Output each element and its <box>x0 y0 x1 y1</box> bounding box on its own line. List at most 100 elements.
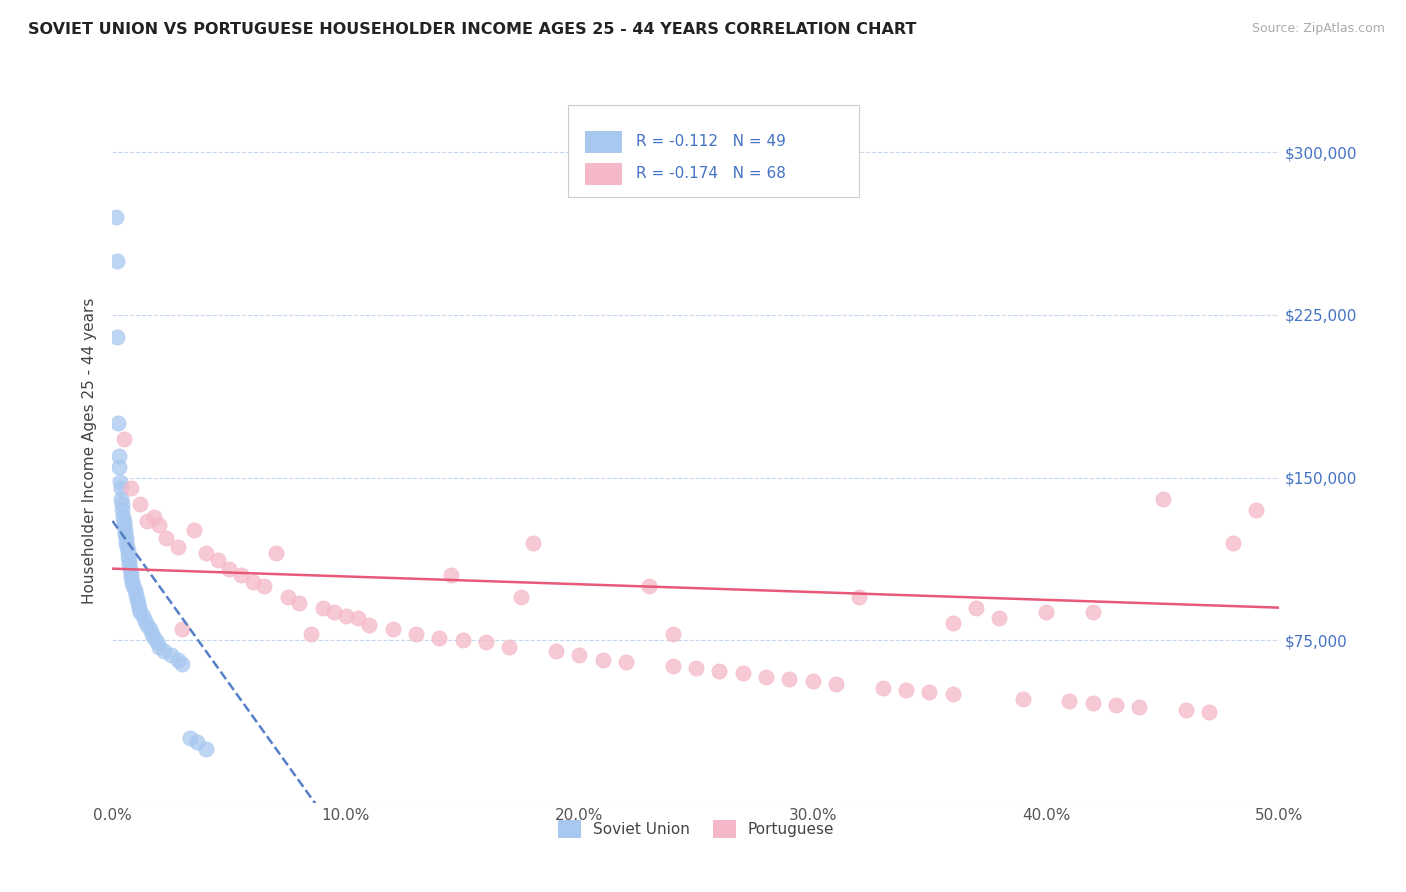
Point <box>592 653 614 667</box>
Point <box>218 561 240 575</box>
Point <box>115 540 138 554</box>
Point <box>118 561 141 575</box>
Point <box>242 574 264 589</box>
Point <box>118 553 141 567</box>
Point <box>172 657 194 671</box>
Point <box>872 681 894 695</box>
Point <box>194 546 217 560</box>
Point <box>942 615 965 630</box>
Point <box>709 664 731 678</box>
Point <box>111 509 134 524</box>
Point <box>346 611 368 625</box>
Point <box>755 670 778 684</box>
Point <box>183 523 205 537</box>
Point <box>117 544 139 558</box>
Point <box>942 687 965 701</box>
Point <box>311 600 333 615</box>
Point <box>128 600 150 615</box>
Point <box>141 626 163 640</box>
FancyBboxPatch shape <box>568 105 859 197</box>
Point <box>136 514 159 528</box>
Point <box>186 735 208 749</box>
Point <box>1198 705 1220 719</box>
Point <box>1244 503 1267 517</box>
Point <box>207 553 229 567</box>
Point <box>475 635 498 649</box>
Point <box>825 676 848 690</box>
Point <box>522 535 544 549</box>
Point <box>115 531 138 545</box>
Point <box>614 655 637 669</box>
Point <box>143 631 166 645</box>
Point <box>117 549 139 563</box>
FancyBboxPatch shape <box>585 162 623 186</box>
Point <box>1152 492 1174 507</box>
Point <box>918 685 941 699</box>
Point <box>179 731 201 745</box>
Point <box>127 596 149 610</box>
Point <box>125 588 148 602</box>
Point <box>112 514 135 528</box>
Point <box>1035 605 1057 619</box>
Point <box>104 211 127 225</box>
Point <box>108 475 131 489</box>
Point <box>120 570 142 584</box>
Point <box>110 482 132 496</box>
Point <box>264 546 287 560</box>
Point <box>894 683 917 698</box>
Point <box>638 579 661 593</box>
Point <box>323 605 346 619</box>
Point <box>451 633 474 648</box>
Point <box>155 531 177 545</box>
Point <box>114 527 136 541</box>
Point <box>139 623 162 637</box>
Point <box>988 611 1011 625</box>
Text: Source: ZipAtlas.com: Source: ZipAtlas.com <box>1251 22 1385 36</box>
Point <box>661 659 683 673</box>
Point <box>129 497 152 511</box>
Point <box>801 674 824 689</box>
Point <box>194 741 217 756</box>
Point <box>544 644 567 658</box>
Point <box>335 609 357 624</box>
Text: R = -0.174   N = 68: R = -0.174 N = 68 <box>637 167 786 181</box>
Point <box>1059 694 1081 708</box>
Point <box>120 566 142 580</box>
Point <box>568 648 591 663</box>
Point <box>134 614 156 628</box>
Point <box>661 626 683 640</box>
Point <box>111 497 134 511</box>
Point <box>1175 702 1198 716</box>
Legend: Soviet Union, Portuguese: Soviet Union, Portuguese <box>551 814 841 845</box>
Point <box>965 600 987 615</box>
Point <box>112 432 135 446</box>
Point <box>107 417 129 431</box>
Point <box>509 590 531 604</box>
Point <box>1222 535 1244 549</box>
Point <box>121 574 143 589</box>
Point <box>166 540 188 554</box>
Point <box>124 583 146 598</box>
Point <box>229 568 252 582</box>
Point <box>288 596 311 610</box>
Point <box>108 459 131 474</box>
Point <box>299 626 322 640</box>
Point <box>110 492 132 507</box>
Point <box>120 482 142 496</box>
Point <box>848 590 870 604</box>
Point <box>148 518 170 533</box>
Point <box>129 605 152 619</box>
Point <box>172 623 194 637</box>
Text: SOVIET UNION VS PORTUGUESE HOUSEHOLDER INCOME AGES 25 - 44 YEARS CORRELATION CHA: SOVIET UNION VS PORTUGUESE HOUSEHOLDER I… <box>28 22 917 37</box>
Point <box>1128 700 1150 714</box>
Point <box>1011 691 1033 706</box>
Point <box>440 568 463 582</box>
Point <box>114 523 136 537</box>
Point <box>153 644 176 658</box>
Point <box>1105 698 1128 713</box>
Point <box>108 449 131 463</box>
Point <box>498 640 520 654</box>
Point <box>136 618 159 632</box>
FancyBboxPatch shape <box>585 130 623 153</box>
Point <box>111 503 134 517</box>
